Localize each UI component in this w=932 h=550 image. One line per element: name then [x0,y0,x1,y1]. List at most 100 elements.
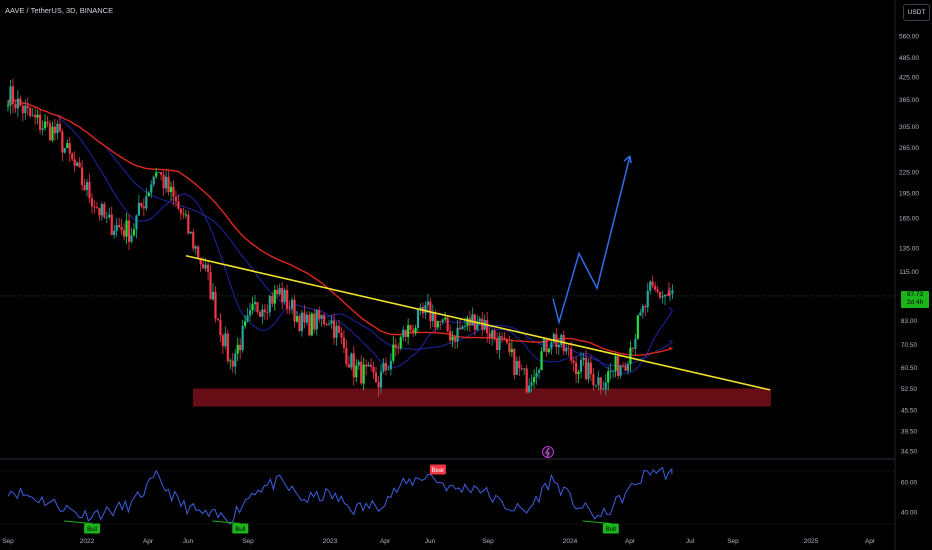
candle-body [283,290,286,303]
candle-body [656,289,659,292]
candle-body [471,314,474,326]
candle-body [88,182,91,199]
divergence-label-text: Bull [87,527,97,533]
candle-body [63,148,66,153]
candle-body [29,108,32,116]
grid-layer [0,0,896,550]
bull-label [232,523,249,534]
candle-body [431,312,434,322]
candle-body [451,336,454,341]
bull-label [84,523,101,534]
currency-button[interactable]: USDT [903,4,930,21]
candle-body [411,330,415,334]
candle-body [357,361,360,366]
candle-body [41,128,44,130]
candle-body [500,336,504,338]
candle-body [518,360,521,369]
candle-body [667,290,670,296]
candle-body [308,314,311,336]
candle-body [666,294,669,296]
candle-body [206,264,210,272]
price-tick-label: 560.00 [899,34,919,41]
candle-body [498,336,501,350]
support-zone [193,388,771,407]
bull-label [602,523,619,534]
candle-body [626,364,630,371]
candle-body [444,317,447,320]
candle-body [631,347,635,349]
candle-body [582,357,585,360]
candle-body [340,332,343,338]
candle-body [61,131,64,153]
candle-body [145,196,148,209]
candle-body [557,344,560,348]
candle-body [73,159,76,166]
candle-body [508,343,511,353]
candle-body [530,382,533,386]
candle-body [251,304,254,311]
price-tick-label: 60.50 [901,365,918,372]
candle-body [167,176,170,193]
candle-body [9,86,12,106]
candle-body [402,329,405,338]
rsi-line [7,466,673,525]
candle-body [654,285,657,290]
candle-body [313,313,316,330]
candle-body [505,339,509,344]
candle-body [246,315,249,322]
candle-body [565,348,568,352]
price-tick-label: 425.00 [899,75,919,82]
candle-body [256,301,259,313]
candle-body [513,349,516,375]
candle-body [236,344,239,354]
time-tick-label: 2025 [804,538,819,545]
candle-body [342,337,346,348]
divergence-label-text: Bear [432,468,445,474]
candle-body [604,382,607,390]
candle-body [525,368,528,393]
candle-body [6,105,10,107]
candle-body [612,370,615,372]
candle-body [108,214,111,218]
candle-body [127,220,131,242]
candle-body [298,316,301,331]
candle-body [621,365,625,367]
candle-body [93,206,96,208]
candle-body [268,296,271,313]
candle-body [476,321,479,330]
candle-body [118,224,121,228]
candle-body [95,207,99,209]
candle-body [384,363,388,371]
time-tick-label: 2022 [80,538,95,545]
candle-body [619,365,622,376]
candle-body [515,360,518,375]
price-tick-label: 34.50 [901,449,918,456]
candle-body [164,176,168,189]
candle-body [439,321,442,323]
candle-body [441,319,444,323]
candle-body [81,167,84,186]
candle-body [491,330,494,338]
candle-body [290,299,294,309]
candle-body [229,360,232,362]
candle-body [192,231,195,249]
candle-body [98,208,101,216]
candle-body [599,377,602,390]
candle-body [197,246,200,258]
candle-body [577,371,580,375]
candle-body [318,310,321,319]
candle-body [545,338,548,352]
candle-body [157,172,160,174]
candle-body [520,368,523,370]
candle-body [424,305,427,314]
candle-body [211,291,215,300]
candle-body [404,329,407,337]
candle-body [105,217,108,218]
divergence-label-text: Bull [606,527,616,533]
divergence-line [582,520,611,524]
candle-body [597,377,600,385]
candle-body [266,312,269,313]
candle-body [350,353,353,368]
candle-body [634,338,637,349]
candle-body [523,368,526,370]
